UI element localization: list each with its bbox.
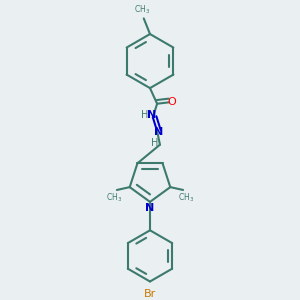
Text: H: H	[141, 110, 148, 120]
Text: CH$_3$: CH$_3$	[178, 191, 194, 204]
Text: N: N	[146, 203, 154, 213]
Text: N: N	[154, 127, 163, 137]
Text: CH$_3$: CH$_3$	[106, 191, 122, 204]
Text: Br: Br	[144, 289, 156, 298]
Text: CH$_3$: CH$_3$	[134, 4, 150, 16]
Text: N: N	[147, 110, 156, 120]
Text: H: H	[151, 138, 158, 148]
Text: O: O	[167, 97, 176, 107]
